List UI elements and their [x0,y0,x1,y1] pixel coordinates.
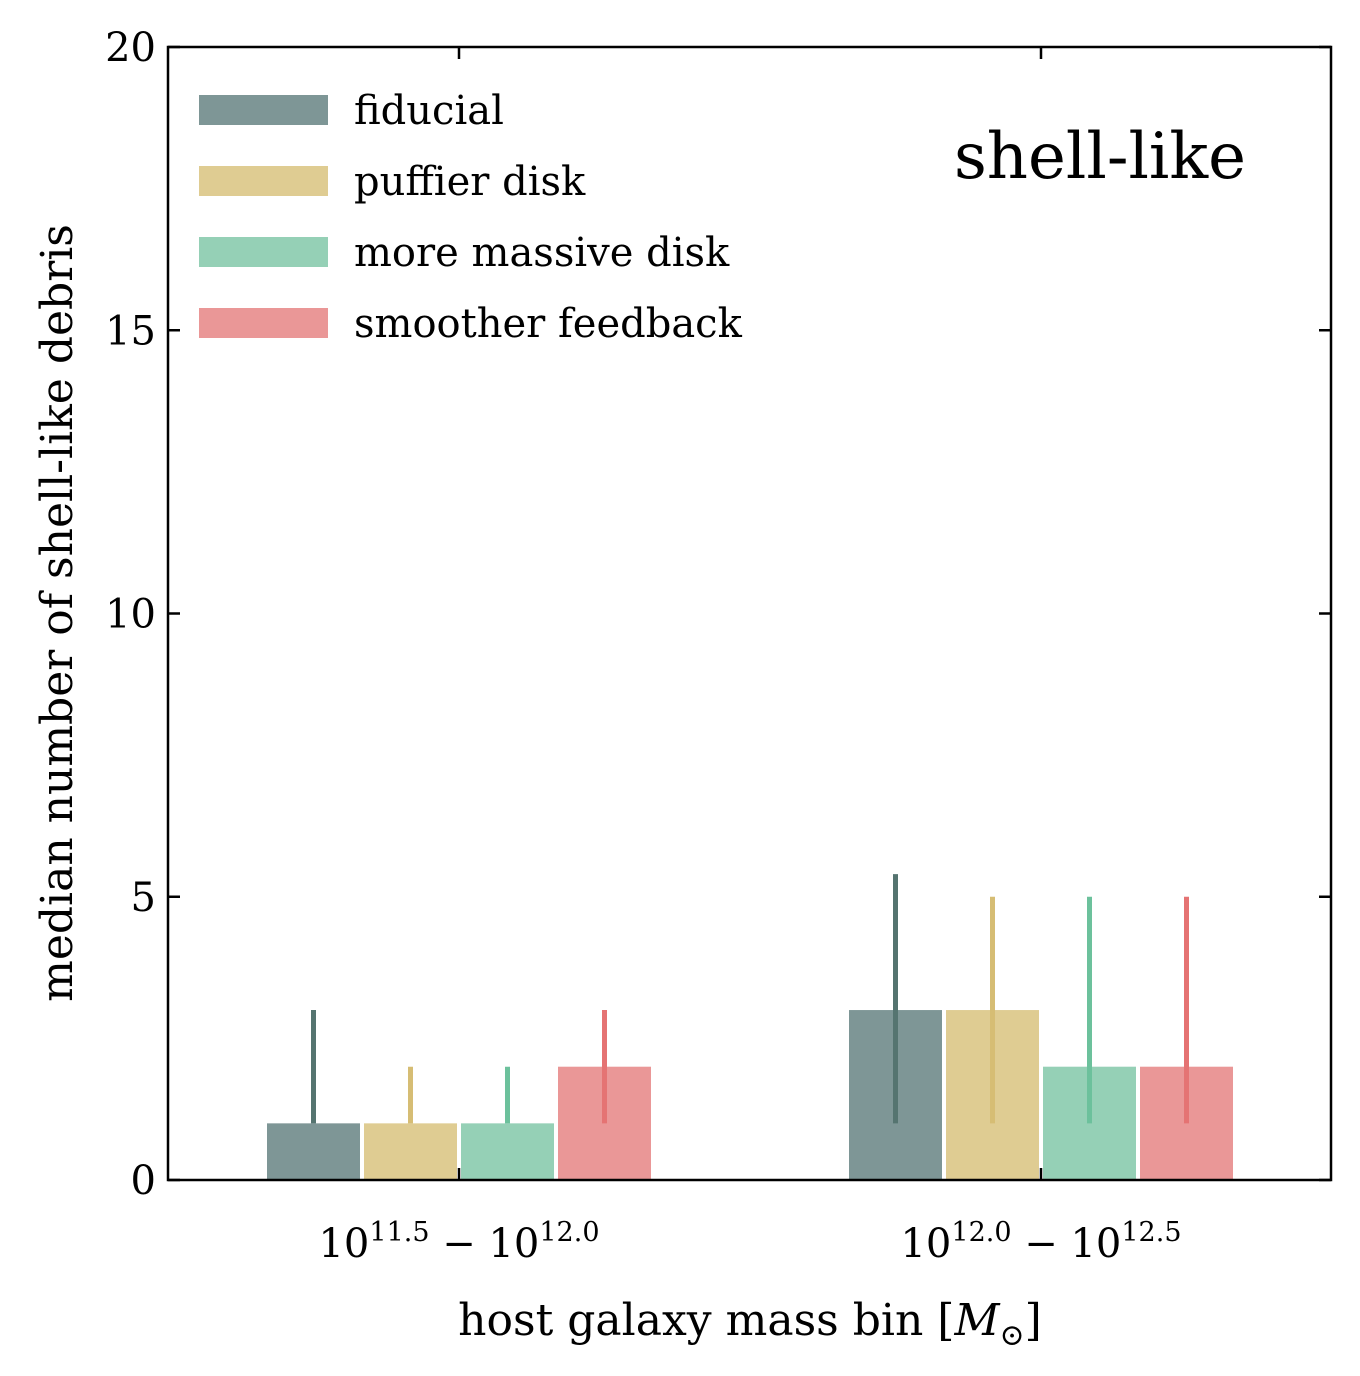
legend-label-0: fiducial [354,88,504,134]
plot-frame [166,45,1333,1182]
legend-swatch-2 [199,237,328,267]
legend-label-2: more massive disk [354,230,730,276]
ticks-layer: 0 5 10 15 20 1011.5 − 1012.0 1012.0 − 1012.5 [105,25,1331,1267]
bar-0-0 [267,1123,360,1180]
legend: fiducial puffier disk more massive disk smo… [199,88,743,347]
x-tick-label-0: 1011.5 − 1012.0 [318,1217,599,1267]
y-tick-label-1: 5 [131,875,156,921]
panel-annotation: shell-like [954,120,1246,194]
x-axis-label-subscript: ⊙ [1000,1318,1025,1353]
legend-label-3: smoother feedback [354,301,743,347]
y-tick-label-4: 20 [105,25,156,71]
x-axis-label-close: ] [1025,1295,1042,1346]
y-tick-label-2: 10 [105,592,156,638]
x-axis-label-text: host galaxy mass bin [ [458,1295,954,1346]
y-tick-label-3: 15 [105,308,156,354]
y-axis-label: median number of shell-like debris [32,224,83,1002]
bar-2-0 [461,1123,554,1180]
error-bars-layer [311,874,1189,1124]
x-axis-label-symbol: M [953,1295,1000,1346]
legend-swatch-3 [199,308,328,338]
x-axis-label: host galaxy mass bin [M⊙] [458,1295,1042,1353]
y-tick-label-0: 0 [131,1158,156,1204]
legend-swatch-1 [199,166,328,196]
legend-swatch-0 [199,95,328,125]
bar-1-0 [364,1123,457,1180]
x-tick-label-1: 1012.0 − 1012.5 [900,1217,1181,1267]
legend-label-1: puffier disk [354,159,586,205]
